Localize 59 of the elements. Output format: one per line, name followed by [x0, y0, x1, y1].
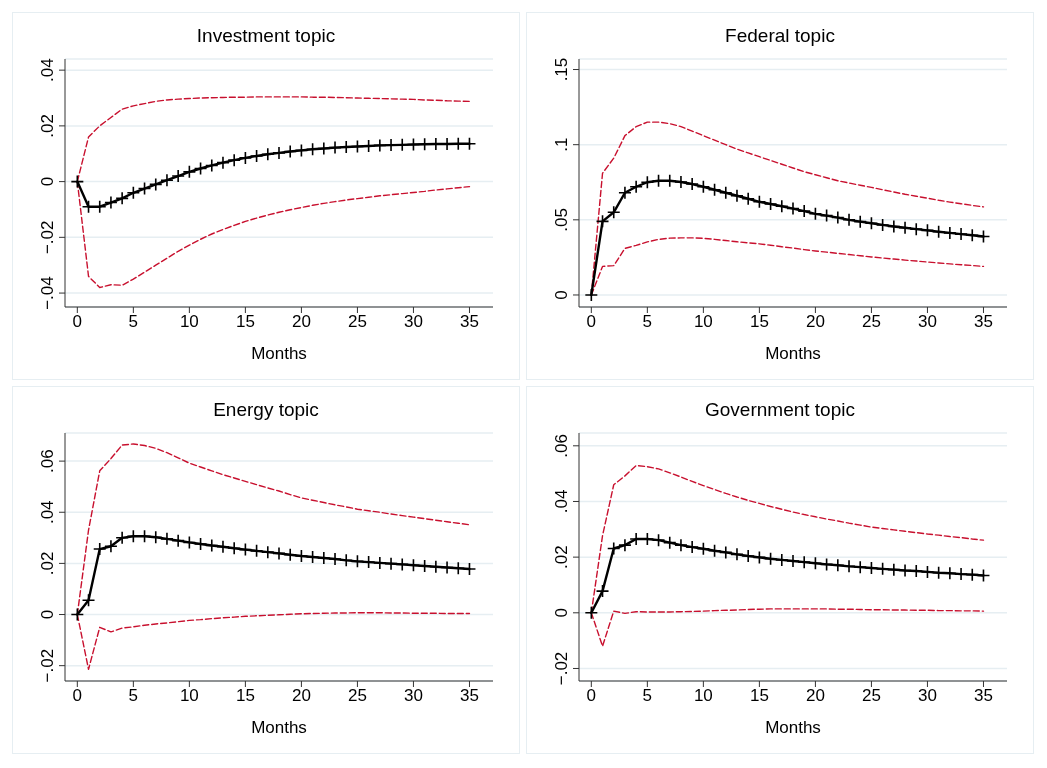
x-tick-label: 15	[749, 686, 769, 706]
x-axis-title: Months	[251, 344, 307, 363]
y-tick-label: .02	[552, 545, 571, 569]
x-axis-title: Months	[765, 718, 821, 737]
x-tick-label: 30	[917, 686, 937, 706]
x-tick-label: 15	[235, 312, 255, 332]
x-tick-label: 25	[861, 686, 881, 706]
x-tick-label: 35	[460, 312, 479, 332]
x-tick-label: 20	[805, 686, 825, 706]
y-tick-label: .05	[552, 208, 571, 232]
x-tick-label: 35	[974, 312, 993, 332]
x-tick-label: 25	[347, 312, 367, 332]
y-tick-label: −.04	[38, 276, 57, 310]
x-tick-label: 35	[460, 686, 479, 706]
x-tick-label: 20	[805, 312, 825, 332]
y-tick-label: .04	[38, 58, 57, 82]
y-tick-label: −.02	[552, 651, 571, 686]
y-tick-label: −.02	[38, 220, 57, 255]
x-tick-label: 10	[693, 686, 713, 706]
x-tick-label: 0	[586, 686, 597, 706]
y-tick-label: .06	[38, 449, 57, 473]
x-tick-label: 20	[291, 312, 311, 332]
x-tick-label: 30	[403, 686, 423, 706]
x-tick-label: 0	[72, 312, 83, 332]
x-tick-label: 0	[586, 312, 597, 332]
x-tick-label: 15	[749, 312, 769, 332]
x-tick-label: 10	[693, 312, 713, 332]
x-tick-label: 20	[291, 686, 311, 706]
x-tick-label: 5	[128, 312, 139, 332]
x-tick-label: 5	[128, 686, 139, 706]
chart-title: Government topic	[704, 399, 856, 422]
x-tick-label: 30	[917, 312, 937, 332]
x-tick-label: 0	[72, 686, 83, 706]
x-axis-title: Months	[251, 718, 307, 737]
chart-title: Energy topic	[212, 399, 320, 422]
y-tick-label: 0	[552, 608, 571, 618]
y-tick-label: .06	[552, 433, 571, 458]
x-tick-label: 5	[642, 312, 653, 332]
chart-title: Federal topic	[724, 25, 836, 48]
chart-title: Investment topic	[195, 25, 337, 48]
x-tick-label: 25	[861, 312, 881, 332]
x-tick-label: 10	[179, 686, 199, 706]
x-tick-label: 15	[235, 686, 255, 706]
x-axis-title: Months	[765, 344, 821, 363]
y-tick-label: 0	[38, 176, 57, 187]
x-tick-label: 30	[403, 312, 423, 332]
y-tick-label: 0	[38, 609, 57, 620]
y-tick-label: .1	[552, 137, 571, 152]
x-tick-label: 25	[347, 686, 367, 706]
y-tick-label: −.02	[38, 648, 57, 683]
y-tick-label: .02	[38, 114, 57, 138]
y-tick-label: .04	[552, 489, 571, 514]
x-tick-label: 35	[974, 686, 993, 706]
y-tick-label: 0	[552, 290, 571, 300]
y-tick-label: .04	[38, 500, 57, 525]
y-tick-label: .02	[38, 551, 57, 576]
x-tick-label: 10	[179, 312, 199, 332]
y-tick-label: .15	[552, 57, 571, 82]
x-tick-label: 5	[642, 686, 653, 706]
